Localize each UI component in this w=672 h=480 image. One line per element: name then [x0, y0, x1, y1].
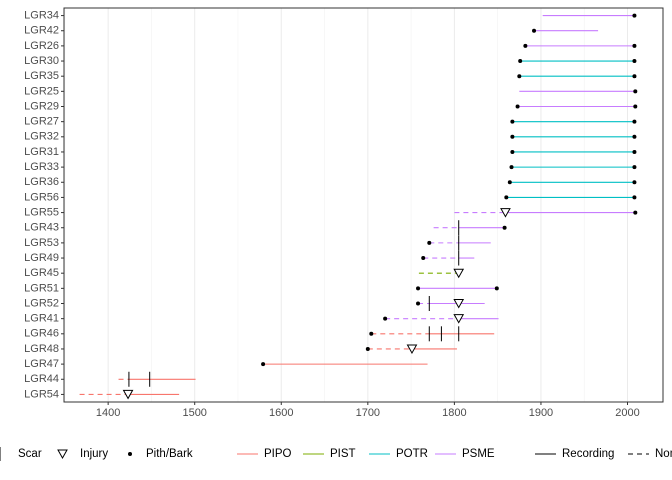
legend-label: Scar [18, 448, 42, 460]
pith-marker [365, 346, 370, 351]
pith-marker [369, 331, 374, 336]
pith-marker [421, 256, 426, 261]
bark-marker [632, 119, 637, 124]
pith-marker [515, 104, 520, 109]
bark-marker [633, 89, 638, 94]
bark-marker [502, 225, 507, 230]
injury-marker [500, 208, 511, 218]
pith-marker [427, 240, 432, 245]
legend-label: Non-recording [655, 448, 672, 460]
injury-marker [453, 268, 465, 279]
pith-marker [507, 180, 512, 185]
y-tick-label: LGR48 [24, 343, 59, 355]
legend-pith-key [128, 452, 132, 456]
y-tick-label: LGR43 [24, 222, 59, 234]
pith-marker [509, 165, 514, 170]
y-tick-label: LGR53 [24, 237, 59, 249]
panel-border [63, 7, 664, 403]
bark-marker [632, 149, 637, 154]
bark-marker [632, 134, 637, 139]
injury-marker [406, 344, 418, 354]
injury-marker [122, 389, 134, 400]
bark-marker [633, 210, 638, 215]
y-tick-label: LGR32 [24, 131, 59, 143]
x-tick-label: 1700 [356, 407, 380, 419]
x-tick-label: 1400 [96, 407, 120, 419]
injury-marker [453, 299, 465, 309]
bark-marker [632, 165, 637, 170]
x-tick-label: 1900 [529, 407, 553, 419]
y-tick-label: LGR29 [24, 100, 59, 112]
y-tick-label: LGR47 [24, 358, 59, 370]
y-tick-label: LGR46 [24, 328, 59, 340]
legend-label: PSME [462, 448, 495, 460]
bark-marker [633, 104, 638, 109]
y-tick-label: LGR35 [24, 70, 59, 82]
pith-marker [383, 316, 388, 321]
bark-marker [632, 74, 637, 79]
y-tick-label: LGR41 [24, 313, 59, 325]
y-tick-label: LGR31 [24, 146, 59, 158]
bark-marker [632, 59, 637, 64]
y-tick-label: LGR52 [24, 297, 59, 309]
x-tick-label: 2000 [615, 407, 639, 419]
x-tick-label: 1800 [442, 407, 466, 419]
pith-marker [523, 43, 528, 48]
y-tick-label: LGR54 [24, 388, 59, 400]
x-tick-label: 1500 [182, 407, 206, 419]
pith-marker [510, 149, 515, 154]
pith-marker [532, 28, 537, 33]
y-tick-label: LGR56 [24, 191, 59, 203]
y-tick-label: LGR55 [24, 206, 59, 218]
legend-label: PIPO [264, 448, 292, 460]
pith-marker [416, 301, 421, 306]
pith-marker [510, 119, 515, 124]
x-tick-label: 1600 [269, 407, 293, 419]
legend-label: Pith/Bark [146, 448, 193, 460]
y-tick-label: LGR26 [24, 40, 59, 52]
y-tick-label: LGR36 [24, 176, 59, 188]
y-tick-label: LGR27 [24, 116, 59, 128]
pith-marker [416, 286, 421, 291]
legend-label: POTR [396, 448, 428, 460]
y-tick-label: LGR25 [24, 85, 59, 97]
injury-marker [453, 314, 465, 324]
pith-marker [518, 59, 523, 64]
y-tick-label: LGR42 [24, 25, 59, 37]
y-tick-label: LGR51 [24, 282, 59, 294]
y-tick-label: LGR44 [24, 373, 59, 385]
bark-marker [632, 13, 637, 18]
legend-injury-key [57, 449, 68, 460]
legend: Scar Injury Pith/Bark PIPO PIST POTR PSME Recor… [0, 447, 672, 461]
y-tick-label: LGR45 [24, 267, 59, 279]
y-tick-label: LGR30 [24, 55, 59, 67]
pith-marker [261, 362, 266, 367]
bark-marker [632, 180, 637, 185]
legend-label: Recording [562, 448, 614, 460]
pith-marker [504, 195, 509, 200]
bark-marker [632, 195, 637, 200]
legend-label: PIST [330, 448, 356, 460]
y-tick-label: LGR34 [24, 9, 59, 21]
bark-marker [494, 286, 499, 291]
y-tick-label: LGR33 [24, 161, 59, 173]
pith-marker [517, 74, 522, 79]
legend-label: Injury [80, 448, 108, 460]
pith-marker [510, 134, 515, 139]
y-tick-label: LGR49 [24, 252, 59, 264]
bark-marker [632, 43, 637, 48]
